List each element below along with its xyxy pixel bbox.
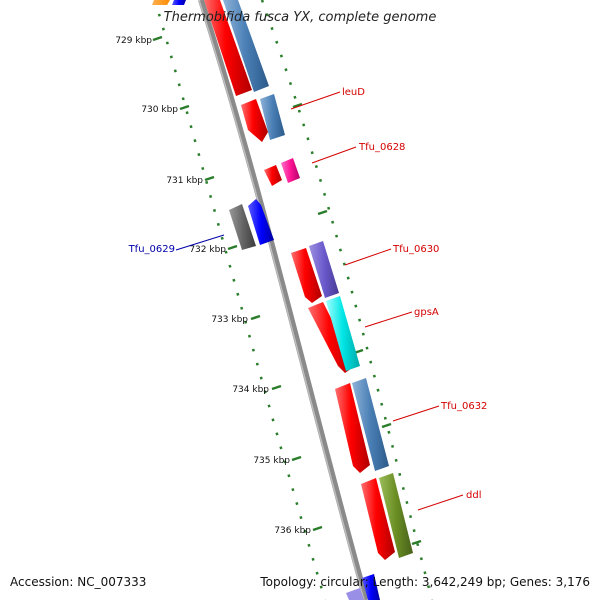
- gene-feature-blue[interactable]: [248, 199, 274, 245]
- genome-backbone: [198, 0, 369, 600]
- genome-title: Thermobifida fusca YX, complete genome: [163, 10, 437, 25]
- gene-callout-lines: [175, 91, 464, 511]
- gene-feature-red[interactable]: [361, 478, 395, 560]
- kbp-tick-label: 735 kbp: [253, 456, 290, 466]
- gene-feature-purple[interactable]: [309, 241, 339, 298]
- gene-feature-blue-bottom[interactable]: [362, 574, 380, 600]
- gene-label-tfu-0632[interactable]: Tfu_0632: [440, 401, 487, 412]
- gene-feature-red[interactable]: [335, 383, 370, 473]
- gene-feature-cyan[interactable]: [326, 296, 360, 371]
- gene-feature-red[interactable]: [241, 99, 268, 142]
- accession-label: Accession: NC_007333: [10, 575, 147, 589]
- gene-label-ddl[interactable]: ddl: [466, 490, 481, 501]
- kbp-tick-label: 729 kbp: [115, 36, 152, 46]
- kbp-tick-label: 733 kbp: [211, 315, 248, 325]
- gene-feature-red[interactable]: [291, 248, 322, 303]
- gene-label-tfu-0628[interactable]: Tfu_0628: [358, 142, 405, 153]
- kbp-tick-label: 736 kbp: [274, 526, 311, 536]
- gene-feature-steel[interactable]: [223, 0, 269, 92]
- kbp-tick-label: 732 kbp: [189, 245, 226, 255]
- gene-label-gpsa[interactable]: gpsA: [414, 307, 439, 318]
- gene-feature-orange[interactable]: [152, 0, 170, 5]
- kbp-tick-label: 734 kbp: [232, 385, 269, 395]
- gene-features: [152, 0, 413, 600]
- gene-feature-lavender-bottom[interactable]: [346, 588, 364, 600]
- kbp-tick-label: 730 kbp: [141, 105, 178, 115]
- gene-label-tfu-0630[interactable]: Tfu_0630: [392, 244, 439, 255]
- gene-label-tfu-0629[interactable]: Tfu_0629: [128, 244, 175, 255]
- kbp-tick-label: 731 kbp: [166, 176, 203, 186]
- gene-feature-steel[interactable]: [260, 94, 285, 140]
- gene-feature-red[interactable]: [204, 0, 252, 96]
- genome-backbone-highlight: [198, 0, 365, 600]
- gene-label-leud[interactable]: leuD: [342, 87, 365, 98]
- gene-feature-steel[interactable]: [352, 378, 389, 471]
- gene-feature-red[interactable]: [264, 165, 282, 186]
- genome-summary: Topology: circular; Length: 3,642,249 bp…: [260, 575, 590, 589]
- gene-feature-pink[interactable]: [281, 158, 300, 183]
- gene-feature-blue-top[interactable]: [172, 0, 186, 5]
- kbp-tick-marks: [152, 35, 422, 546]
- gene-feature-olive[interactable]: [379, 473, 413, 558]
- gene-feature-gray[interactable]: [229, 204, 256, 250]
